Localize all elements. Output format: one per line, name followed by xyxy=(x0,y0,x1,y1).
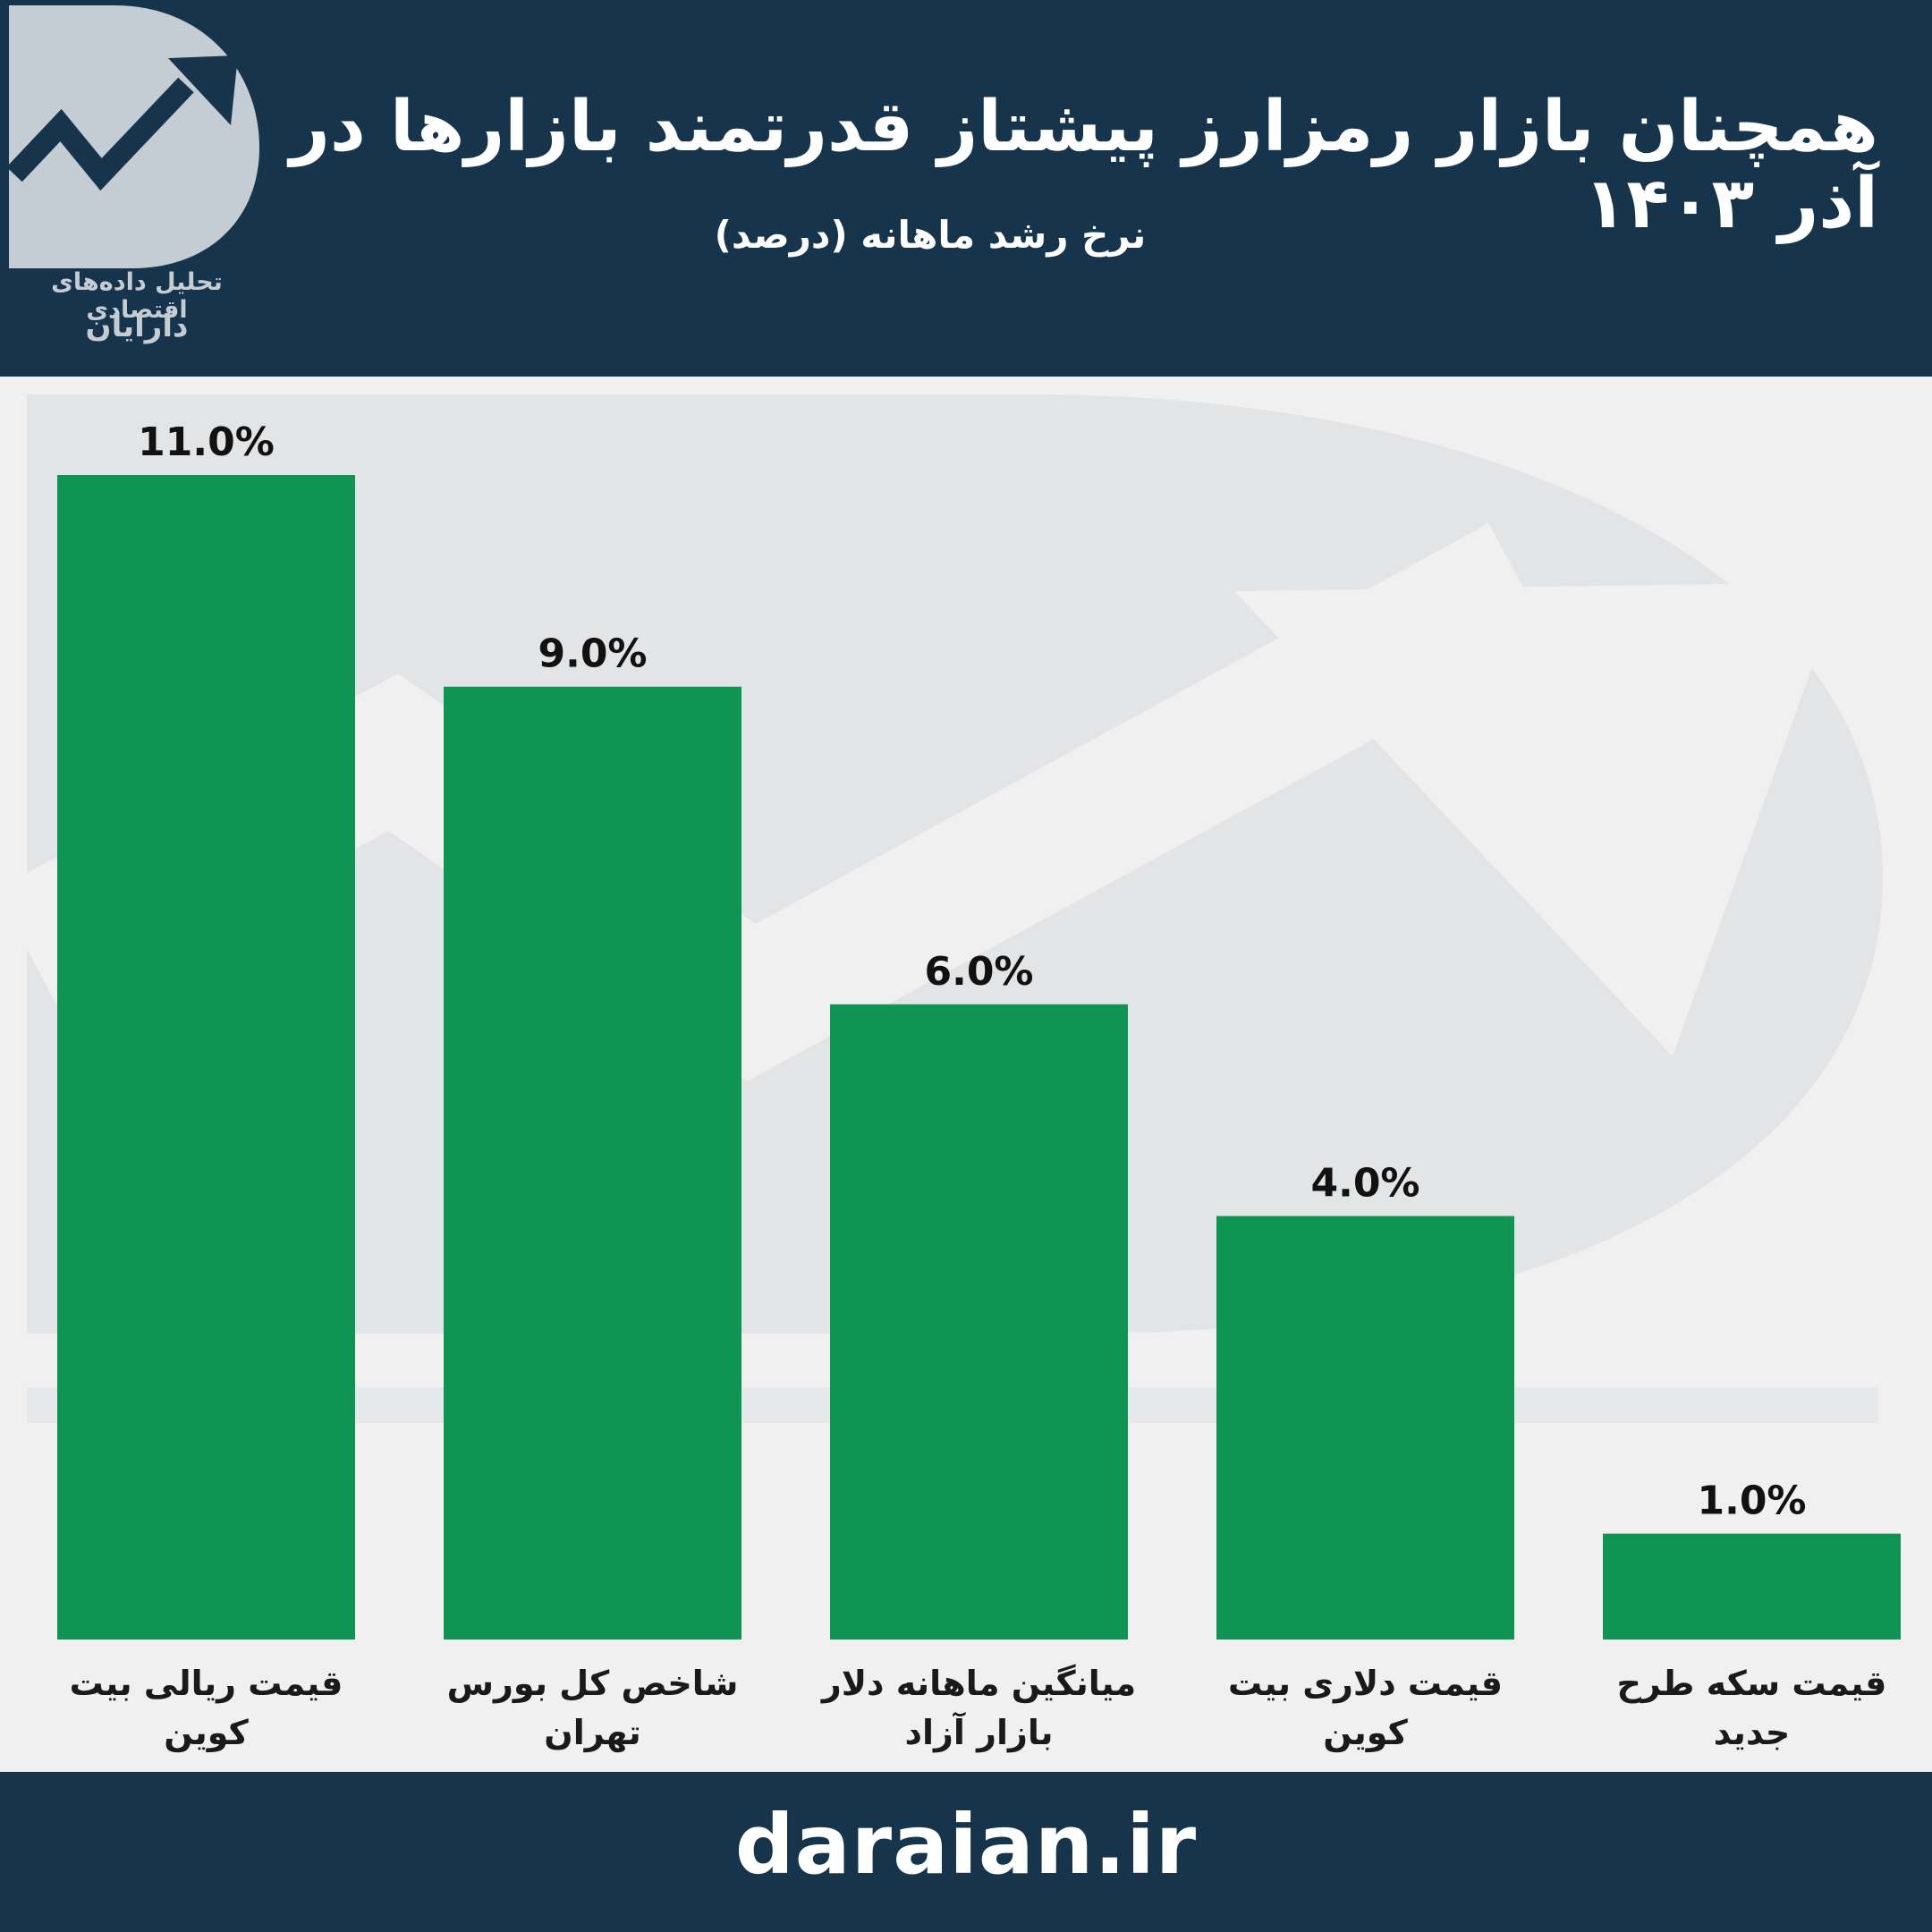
chart-title: همچنان بازار رمزارز پیشتاز قدرتمند بازار… xyxy=(289,87,1878,244)
value-label-1: 11.0% xyxy=(138,419,275,465)
plot-area: 11.0% 9.0% 6.0% 4.0% 1.0% قیمت ریالی بیت کوی… xyxy=(0,377,1932,1772)
bar-chart: 11.0% 9.0% 6.0% 4.0% 1.0% xyxy=(57,419,1901,1640)
chart-subtitle: نرخ رشد ماهانه (درصد) xyxy=(714,213,1147,257)
value-label-2: 9.0% xyxy=(538,631,647,677)
footer: daraian.ir xyxy=(0,1772,1932,1932)
footer-url[interactable]: daraian.ir xyxy=(734,1797,1198,1893)
category-label-2: شاخص کل بورس تهران xyxy=(446,1664,739,1753)
logo: تحلیل داده‌های اقتصادی دارایان xyxy=(6,0,267,367)
rising-arrow-d-logo-icon xyxy=(6,5,259,268)
bar-4 xyxy=(1216,1216,1514,1640)
category-label-3: میانگین ماهانه دلار بازار آزاد xyxy=(821,1664,1137,1753)
category-label-4: قیمت دلاری بیت کوین xyxy=(1227,1664,1504,1753)
header: تحلیل داده‌های اقتصادی دارایان همچنان با… xyxy=(0,0,1932,377)
value-label-5: 1.0% xyxy=(1697,1479,1806,1524)
category-label-5: قیمت سکه طرح جدید xyxy=(1616,1664,1887,1753)
logo-caption-line2: دارایان xyxy=(85,309,189,344)
bar-2 xyxy=(444,686,741,1640)
value-label-4: 4.0% xyxy=(1310,1161,1419,1207)
value-label-3: 6.0% xyxy=(924,949,1033,995)
bar-3 xyxy=(830,1004,1128,1640)
category-label-1: قیمت ریالی بیت کوین xyxy=(69,1664,343,1753)
bar-1 xyxy=(57,475,355,1640)
logo-caption-line1: تحلیل داده‌های اقتصادی xyxy=(51,268,223,324)
bar-5 xyxy=(1603,1533,1901,1640)
